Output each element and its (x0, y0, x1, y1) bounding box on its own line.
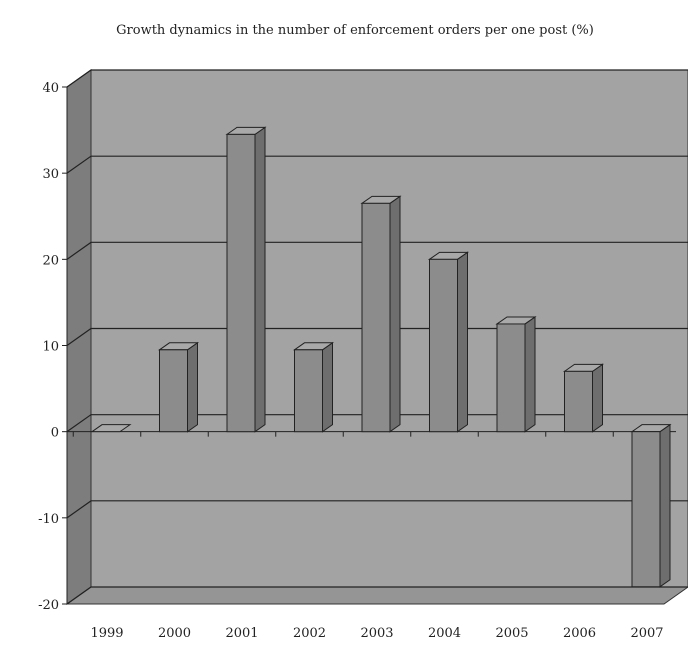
bar-2004 (427, 251, 470, 433)
y-tick-label: 30 (42, 167, 59, 182)
bar-top (90, 424, 132, 433)
y-tick-label: 10 (42, 340, 59, 355)
bar-side (187, 341, 198, 433)
bar-side (322, 341, 333, 433)
x-tick-label: 1999 (90, 626, 123, 641)
gridline (66, 241, 688, 260)
x-tick-label: 2000 (158, 626, 191, 641)
bar-side (389, 195, 401, 433)
y-tick-label: 0 (51, 426, 59, 441)
bar-side (457, 251, 468, 433)
bar-front (294, 349, 323, 433)
y-axis-ticks: 40 30 20 10 0 -10 -20 (38, 81, 67, 613)
x-axis-ticks: 1999 2000 2001 2002 2003 2004 2005 2006 2007 (72, 431, 664, 641)
y-tick-label: 40 (42, 81, 59, 96)
x-tick-label: 2002 (293, 626, 326, 641)
bar-side (254, 126, 266, 433)
bar-front (429, 258, 458, 433)
bar-2002 (292, 341, 335, 433)
bar-front (631, 431, 661, 588)
bar-front (496, 323, 526, 433)
gridline (66, 69, 688, 88)
bar-side (524, 315, 536, 433)
bar-2003 (360, 195, 402, 433)
y-tick-label: -20 (38, 598, 59, 613)
bar-2005 (495, 315, 537, 433)
x-tick-label: 2006 (563, 626, 596, 641)
bar-front (564, 370, 593, 433)
bar-2001 (225, 126, 267, 433)
y-tick-label: -10 (38, 512, 59, 527)
bar-front (159, 349, 188, 433)
floor (65, 586, 688, 605)
x-tick-label: 2005 (495, 626, 528, 641)
x-tick-label: 2004 (428, 626, 461, 641)
chart-title: Growth dynamics in the number of enforce… (116, 23, 594, 38)
bar-side (592, 363, 603, 433)
y-tick-label: 20 (42, 253, 59, 268)
bar-2000 (157, 341, 200, 433)
bar-front (226, 133, 256, 433)
bar-1999 (90, 424, 132, 433)
bar-front (361, 202, 391, 433)
gridline (66, 414, 688, 433)
gridline (66, 327, 688, 346)
x-tick-label: 2001 (225, 626, 258, 641)
bars (90, 126, 672, 588)
bar-2007 (630, 423, 672, 588)
x-tick-label: 2007 (630, 626, 663, 641)
bar-2006 (562, 363, 605, 433)
gridline (66, 155, 688, 174)
gridline (66, 500, 688, 519)
gridline (66, 586, 688, 605)
bar-side (659, 423, 671, 588)
x-tick-label: 2003 (360, 626, 393, 641)
